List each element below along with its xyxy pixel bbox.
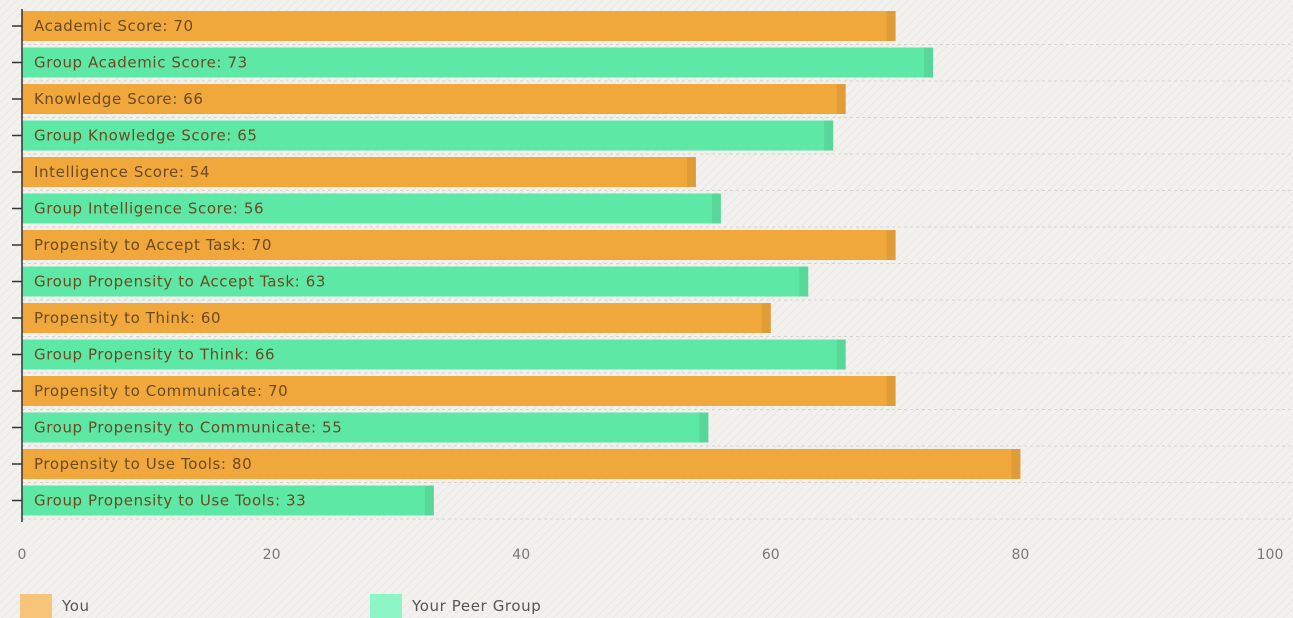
bar-edge bbox=[711, 193, 721, 224]
bar-edge bbox=[924, 47, 934, 78]
bar-label: Group Propensity to Use Tools: 33 bbox=[34, 492, 306, 510]
bar-label: Propensity to Communicate: 70 bbox=[34, 382, 288, 400]
bar-label: Propensity to Think: 60 bbox=[34, 309, 221, 327]
legend-you-swatch bbox=[20, 594, 52, 618]
bar-edge bbox=[424, 485, 434, 516]
x-tick-label: 40 bbox=[512, 547, 530, 563]
bar-label: Group Propensity to Think: 66 bbox=[34, 346, 275, 364]
bar-label: Academic Score: 70 bbox=[34, 17, 194, 35]
bar-label: Knowledge Score: 66 bbox=[34, 90, 204, 108]
x-tick-label: 20 bbox=[263, 547, 281, 563]
bar-label: Group Academic Score: 73 bbox=[34, 54, 248, 72]
x-tick-label: 60 bbox=[762, 547, 780, 563]
bar bbox=[22, 303, 771, 333]
bar bbox=[22, 157, 696, 187]
x-tick-label: 0 bbox=[18, 547, 27, 563]
bar-edge bbox=[761, 303, 771, 333]
bar bbox=[22, 11, 896, 41]
bar bbox=[22, 266, 809, 297]
bar-edge bbox=[699, 412, 709, 443]
bar-label: Propensity to Use Tools: 80 bbox=[34, 455, 252, 473]
bar-label: Group Propensity to Accept Task: 63 bbox=[34, 273, 326, 291]
x-tick-label: 100 bbox=[1257, 547, 1284, 563]
bar-chart: Academic Score: 70 Group Academic Score: … bbox=[12, 9, 1293, 563]
bar-label: Group Knowledge Score: 65 bbox=[34, 127, 258, 145]
bar bbox=[22, 339, 846, 370]
legend-peer-swatch bbox=[370, 594, 402, 618]
bar-edge bbox=[799, 266, 809, 297]
bar-edge bbox=[686, 157, 696, 187]
bar bbox=[22, 485, 434, 516]
bar bbox=[22, 84, 846, 114]
bar bbox=[22, 120, 834, 151]
bar-label: Intelligence Score: 54 bbox=[34, 163, 210, 181]
bar-edge bbox=[886, 376, 896, 406]
bar bbox=[22, 193, 721, 224]
bar bbox=[22, 376, 896, 406]
bar-edge bbox=[886, 230, 896, 260]
bar bbox=[22, 47, 934, 78]
legend-you: You bbox=[20, 594, 90, 618]
bar-edge bbox=[1011, 449, 1021, 479]
legend-peer-label: Your Peer Group bbox=[412, 597, 542, 615]
x-tick-label: 80 bbox=[1011, 547, 1029, 563]
legend-you-label: You bbox=[62, 597, 90, 615]
bar-label: Propensity to Accept Task: 70 bbox=[34, 236, 272, 254]
bar bbox=[22, 449, 1021, 479]
bar-edge bbox=[886, 11, 896, 41]
bar bbox=[22, 412, 709, 443]
bar bbox=[22, 230, 896, 260]
bar-label: Group Intelligence Score: 56 bbox=[34, 200, 264, 218]
bar-edge bbox=[824, 120, 834, 151]
legend-peer-group: Your Peer Group bbox=[370, 594, 541, 618]
bar-label: Group Propensity to Communicate: 55 bbox=[34, 419, 342, 437]
bar-edge bbox=[836, 84, 846, 114]
bar-edge bbox=[836, 339, 846, 370]
